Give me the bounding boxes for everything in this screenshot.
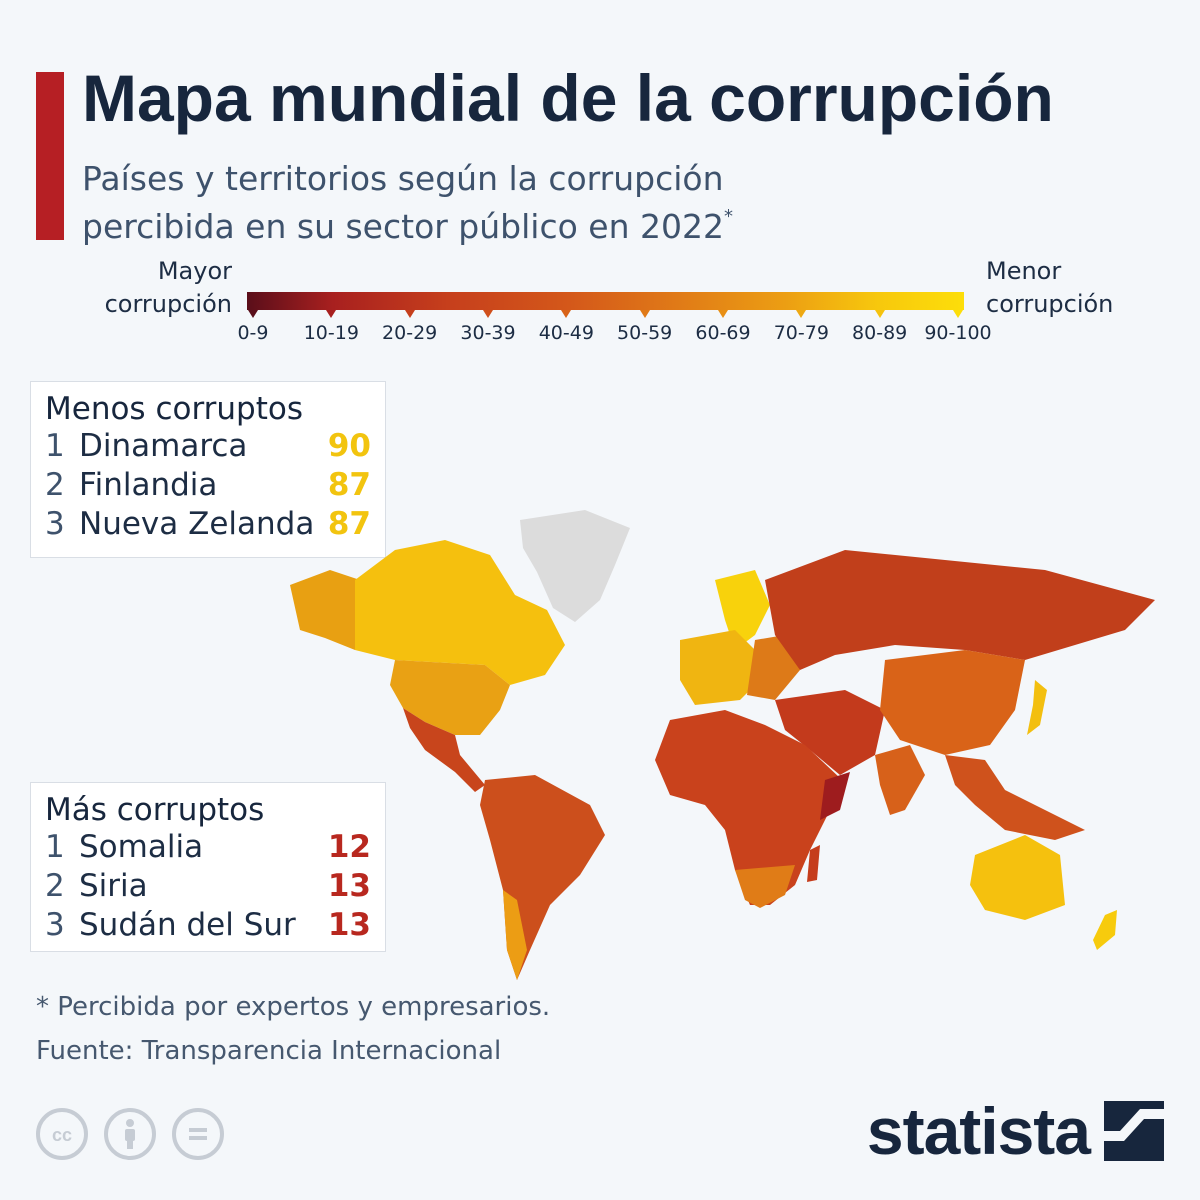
country-score: 12: [327, 829, 371, 865]
country-name: Dinamarca: [79, 428, 248, 464]
tick-label: 0-9: [237, 322, 269, 344]
subtitle-line-2: percibida en su sector público en 2022: [82, 207, 724, 246]
accent-bar: [36, 72, 64, 240]
legend-right-line-1: Menor: [986, 257, 1062, 285]
africa-region: [655, 710, 840, 905]
legend-high-corruption-label: Mayor corrupción: [105, 255, 232, 321]
most-corrupt-row: 2 Siria 13: [45, 868, 371, 907]
rank: 2: [45, 868, 65, 904]
country-score: 87: [327, 467, 371, 503]
country-name: Somalia: [79, 829, 204, 865]
middle-east-region: [775, 690, 885, 775]
greenland-region: [520, 510, 630, 622]
subtitle-marker: *: [723, 206, 733, 227]
tick-marker-icon: [874, 310, 885, 318]
cc-icon[interactable]: cc: [36, 1108, 88, 1160]
tick-marker-icon: [561, 310, 572, 318]
least-corrupt-row: 3 Nueva Zelanda 87: [45, 506, 371, 545]
most-corrupt-panel: Más corruptos 1 Somalia 12 2 Siria 13 3 …: [30, 782, 386, 952]
tick-label: 60-69: [695, 322, 751, 344]
southern-africa-region: [735, 865, 795, 908]
tick-label: 90-100: [924, 322, 992, 344]
country-score: 13: [327, 868, 371, 904]
western-europe-region: [680, 630, 765, 705]
country-name: Nueva Zelanda: [79, 506, 315, 542]
least-corrupt-row: 1 Dinamarca 90: [45, 428, 371, 467]
page-subtitle: Países y territorios según la corrupción…: [82, 158, 842, 248]
country-name: Sudán del Sur: [79, 907, 296, 943]
tick-marker-icon: [953, 310, 963, 318]
chile-uruguay-region: [503, 890, 527, 980]
statista-logo[interactable]: statista: [867, 1098, 1164, 1164]
tick-label: 80-89: [852, 322, 908, 344]
alaska-region: [290, 570, 360, 650]
legend-left-line-1: Mayor: [157, 257, 232, 285]
rank: 1: [45, 428, 65, 464]
no-derivatives-icon[interactable]: [172, 1108, 224, 1160]
tick-marker-icon: [326, 310, 337, 318]
svg-text:cc: cc: [52, 1125, 72, 1145]
tick-label: 50-59: [617, 322, 673, 344]
tick-label: 70-79: [773, 322, 829, 344]
least-corrupt-panel: Menos corruptos 1 Dinamarca 90 2 Finland…: [30, 381, 386, 558]
tick-marker-icon: [404, 310, 415, 318]
rank: 3: [45, 907, 65, 943]
source-text: Fuente: Transparencia Internacional: [36, 1036, 502, 1066]
australia-region: [970, 835, 1065, 920]
new-zealand-region: [1093, 910, 1117, 950]
tick-label: 30-39: [460, 322, 516, 344]
most-corrupt-row: 1 Somalia 12: [45, 829, 371, 868]
rank: 1: [45, 829, 65, 865]
legend-left-line-2: corrupción: [104, 290, 232, 318]
madagascar-region: [807, 845, 820, 882]
world-map: [290, 510, 1155, 980]
license-icons: cc: [36, 1108, 224, 1160]
russia-region: [765, 550, 1155, 670]
japan-region: [1027, 680, 1047, 735]
country-score: 13: [327, 907, 371, 943]
least-corrupt-row: 2 Finlandia 87: [45, 467, 371, 506]
attribution-icon[interactable]: [104, 1108, 156, 1160]
china-region: [880, 650, 1025, 755]
statista-logo-icon: [1104, 1101, 1164, 1161]
rank: 3: [45, 506, 65, 542]
tick-marker-icon: [718, 310, 728, 318]
most-corrupt-row: 3 Sudán del Sur 13: [45, 907, 371, 946]
scandinavia-region: [715, 570, 770, 650]
tick-marker-icon: [796, 310, 807, 318]
legend-low-corruption-label: Menor corrupción: [986, 255, 1113, 321]
tick-label: 40-49: [538, 322, 594, 344]
country-score: 87: [327, 506, 371, 542]
country-name: Siria: [79, 868, 148, 904]
tick-label: 10-19: [303, 322, 359, 344]
tick-marker-icon: [248, 310, 258, 318]
brand-name: statista: [866, 1094, 1091, 1168]
mexico-central-america-region: [403, 708, 485, 792]
legend-right-line-2: corrupción: [986, 290, 1114, 318]
subtitle-line-1: Países y territorios según la corrupción: [82, 159, 724, 198]
canada-region: [355, 540, 565, 685]
southeast-asia-region: [945, 755, 1085, 840]
usa-region: [390, 660, 510, 735]
color-scale-bar: [247, 292, 964, 310]
most-corrupt-heading: Más corruptos: [45, 792, 265, 828]
country-name: Finlandia: [79, 467, 218, 503]
somalia-region: [820, 772, 850, 820]
rank: 2: [45, 467, 65, 503]
page-title: Mapa mundial de la corrupción: [82, 61, 1054, 135]
south-america-region: [480, 775, 605, 980]
tick-marker-icon: [483, 310, 493, 318]
tick-marker-icon: [639, 310, 650, 318]
legend-ticks: 0-9 10-19 20-29 30-39 40-49 50-59 60-69 70-79 80…: [0, 310, 1200, 350]
footnote: * Percibida por expertos y empresarios.: [36, 992, 551, 1022]
tick-label: 20-29: [382, 322, 438, 344]
india-region: [875, 745, 925, 815]
least-corrupt-heading: Menos corruptos: [45, 391, 303, 427]
country-score: 90: [327, 428, 371, 464]
